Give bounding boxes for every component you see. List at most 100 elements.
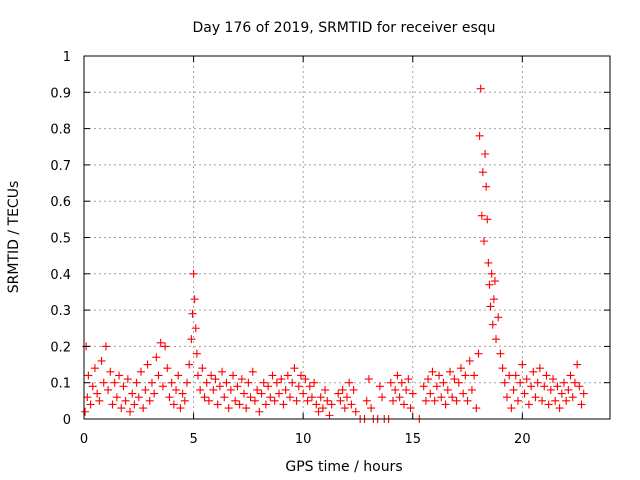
data-point bbox=[378, 393, 387, 402]
data-point bbox=[290, 364, 299, 373]
data-point bbox=[150, 389, 159, 398]
data-point bbox=[485, 280, 494, 289]
data-point bbox=[213, 400, 222, 409]
data-point bbox=[345, 378, 354, 387]
data-point bbox=[568, 393, 577, 402]
data-point bbox=[110, 378, 119, 387]
data-point bbox=[490, 277, 499, 286]
data-point bbox=[443, 385, 452, 394]
data-point bbox=[126, 407, 135, 416]
y-axis-label: SRMTID / TECUs bbox=[6, 181, 22, 294]
data-point bbox=[167, 378, 176, 387]
data-point bbox=[112, 393, 121, 402]
y-tick-label: 0.1 bbox=[50, 377, 71, 392]
data-point bbox=[538, 396, 547, 405]
data-point bbox=[104, 385, 113, 394]
data-point bbox=[275, 389, 284, 398]
data-point bbox=[325, 411, 334, 420]
data-point bbox=[516, 378, 525, 387]
data-points bbox=[81, 84, 588, 423]
data-point bbox=[566, 371, 575, 380]
data-point bbox=[193, 371, 202, 380]
data-point bbox=[314, 407, 323, 416]
data-point bbox=[362, 396, 371, 405]
data-point bbox=[90, 364, 99, 373]
data-point bbox=[220, 393, 229, 402]
data-point bbox=[231, 396, 240, 405]
x-tick-label: 20 bbox=[514, 432, 531, 447]
y-tick-label: 0.9 bbox=[50, 86, 71, 101]
data-point bbox=[163, 364, 172, 373]
data-point bbox=[435, 371, 444, 380]
data-point bbox=[446, 367, 455, 376]
data-point bbox=[564, 385, 573, 394]
data-point bbox=[437, 393, 446, 402]
data-point bbox=[351, 407, 360, 416]
data-point bbox=[459, 389, 468, 398]
data-point bbox=[235, 400, 244, 409]
data-point bbox=[424, 375, 433, 384]
data-point bbox=[321, 385, 330, 394]
y-tick-label: 0.2 bbox=[50, 340, 71, 355]
data-point bbox=[207, 371, 216, 380]
data-point bbox=[143, 360, 152, 369]
data-point bbox=[470, 371, 479, 380]
data-point bbox=[310, 378, 319, 387]
data-point bbox=[502, 393, 511, 402]
data-point bbox=[211, 375, 220, 384]
y-tick-label: 0.6 bbox=[50, 195, 71, 210]
data-point bbox=[239, 389, 248, 398]
data-point bbox=[531, 393, 540, 402]
data-point bbox=[108, 400, 117, 409]
data-point bbox=[178, 389, 187, 398]
data-point bbox=[305, 382, 314, 391]
data-point bbox=[268, 371, 277, 380]
data-point bbox=[299, 389, 308, 398]
data-point bbox=[448, 393, 457, 402]
data-point bbox=[452, 396, 461, 405]
data-point bbox=[408, 389, 417, 398]
data-point bbox=[136, 367, 145, 376]
data-point bbox=[496, 349, 505, 358]
data-point bbox=[83, 393, 92, 402]
data-point bbox=[81, 407, 90, 416]
data-point bbox=[119, 382, 128, 391]
x-axis-label: GPS time / hours bbox=[285, 459, 402, 475]
data-point bbox=[513, 396, 522, 405]
data-point bbox=[419, 382, 428, 391]
data-point bbox=[323, 396, 332, 405]
y-tick-label: 0.7 bbox=[50, 159, 71, 174]
data-point bbox=[158, 382, 167, 391]
data-point bbox=[338, 385, 347, 394]
data-point bbox=[551, 396, 560, 405]
data-point bbox=[489, 295, 498, 304]
data-point bbox=[237, 375, 246, 384]
data-point bbox=[106, 367, 115, 376]
data-point bbox=[97, 356, 106, 365]
data-point bbox=[488, 320, 497, 329]
data-point bbox=[475, 131, 484, 140]
data-point bbox=[579, 389, 588, 398]
data-point bbox=[215, 382, 224, 391]
data-point bbox=[428, 367, 437, 376]
data-point bbox=[340, 404, 349, 413]
data-point bbox=[347, 400, 356, 409]
data-point bbox=[391, 385, 400, 394]
data-point bbox=[248, 367, 257, 376]
data-point bbox=[187, 335, 196, 344]
data-point bbox=[386, 378, 395, 387]
data-point bbox=[303, 396, 312, 405]
data-point bbox=[190, 295, 199, 304]
data-point bbox=[535, 364, 544, 373]
data-point bbox=[494, 313, 503, 322]
data-point bbox=[123, 375, 132, 384]
data-point bbox=[198, 364, 207, 373]
data-point bbox=[294, 382, 303, 391]
data-point bbox=[202, 378, 211, 387]
y-tick-label: 0.8 bbox=[50, 123, 71, 138]
data-point bbox=[292, 396, 301, 405]
data-point bbox=[261, 400, 270, 409]
data-point bbox=[549, 375, 558, 384]
data-point bbox=[316, 393, 325, 402]
y-tick-label: 0.4 bbox=[50, 268, 71, 283]
